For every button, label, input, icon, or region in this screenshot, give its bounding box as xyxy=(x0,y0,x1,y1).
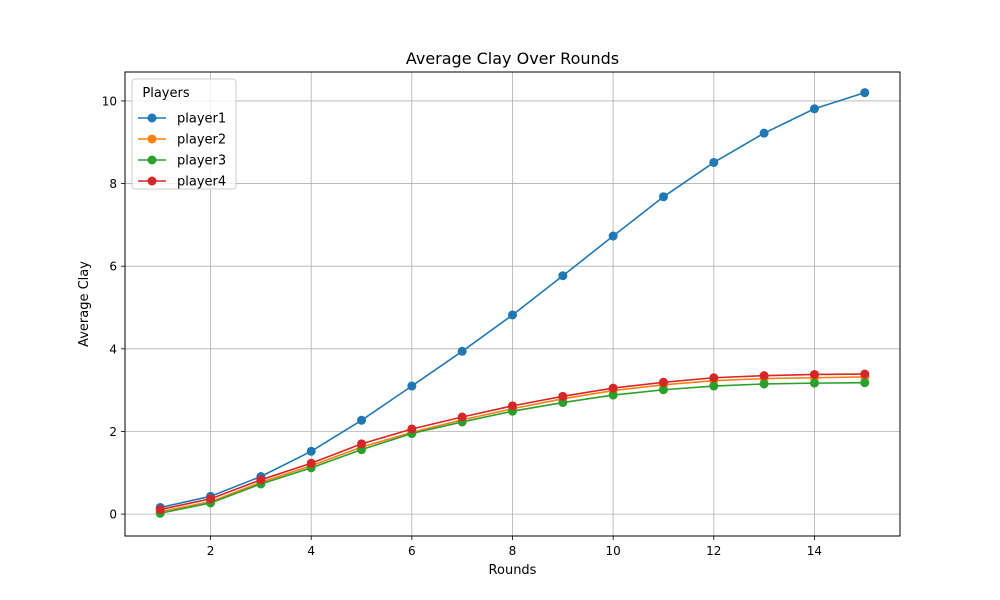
data-point-player1 xyxy=(306,446,316,456)
data-point-player3 xyxy=(608,390,618,400)
legend-title: Players xyxy=(142,86,189,101)
x-tick-label: 12 xyxy=(706,544,721,558)
y-tick-label: 2 xyxy=(109,425,117,439)
legend-swatch-marker xyxy=(147,134,157,144)
y-tick-label: 6 xyxy=(109,260,117,274)
x-tick-label: 4 xyxy=(307,544,315,558)
x-tick-label: 14 xyxy=(807,544,822,558)
legend-label: player2 xyxy=(177,133,226,148)
data-point-player1 xyxy=(508,310,517,320)
x-tick-label: 2 xyxy=(207,544,215,558)
x-tick-label: 6 xyxy=(408,544,416,558)
data-point-player1 xyxy=(759,128,769,138)
data-point-player4 xyxy=(809,369,819,379)
data-point-player3 xyxy=(860,378,870,388)
y-tick-label: 10 xyxy=(102,94,117,108)
data-point-player4 xyxy=(860,369,870,379)
grid xyxy=(125,72,900,536)
data-point-player4 xyxy=(256,475,266,485)
data-point-player4 xyxy=(759,371,769,381)
y-tick-label: 8 xyxy=(109,177,117,191)
chart-title: Average Clay Over Rounds xyxy=(406,49,619,68)
data-point-player3 xyxy=(709,381,719,391)
x-tick-label: 10 xyxy=(606,544,621,558)
legend-swatch-marker xyxy=(147,155,157,165)
data-point-player4 xyxy=(558,391,568,401)
data-point-player4 xyxy=(457,412,467,422)
x-axis-label: Rounds xyxy=(489,563,537,578)
data-point-player3 xyxy=(658,385,668,395)
legend: Players player1 player2 player3 player4 xyxy=(131,78,237,190)
series-player4 xyxy=(155,369,870,515)
series-player1 xyxy=(155,88,870,512)
series-lines xyxy=(155,88,870,518)
legend-item-player3: player3 xyxy=(138,154,226,169)
data-point-player4 xyxy=(508,401,517,411)
data-point-player1 xyxy=(809,104,819,114)
legend-item-player2: player2 xyxy=(138,133,226,148)
data-point-player4 xyxy=(658,377,668,387)
data-point-player1 xyxy=(407,381,417,391)
data-point-player1 xyxy=(457,346,467,356)
data-point-player1 xyxy=(709,157,719,167)
legend-label: player4 xyxy=(177,175,226,190)
data-point-player4 xyxy=(407,424,417,434)
legend-item-player4: player4 xyxy=(138,175,226,190)
data-point-player1 xyxy=(658,192,668,202)
data-point-player1 xyxy=(558,271,568,281)
data-point-player4 xyxy=(306,458,316,468)
data-point-player1 xyxy=(860,88,870,98)
data-point-player4 xyxy=(155,505,165,515)
legend-item-player1: player1 xyxy=(138,112,226,127)
y-tick-label: 4 xyxy=(109,342,117,356)
y-axis-label: Average Clay xyxy=(77,261,92,347)
data-point-player4 xyxy=(608,383,618,393)
y-tick-label: 0 xyxy=(109,508,117,522)
axis-ticks: 2 4 6 8 10 12 14 0 2 4 6 8 10 xyxy=(102,94,822,558)
data-point-player4 xyxy=(357,439,367,449)
legend-label: player3 xyxy=(177,154,226,169)
data-point-player3 xyxy=(809,378,819,388)
data-point-player1 xyxy=(357,415,367,425)
legend-swatch-marker xyxy=(147,176,157,186)
legend-swatch-marker xyxy=(147,113,157,123)
legend-box xyxy=(131,78,237,190)
legend-label: player1 xyxy=(177,112,226,127)
data-point-player4 xyxy=(709,373,719,383)
data-point-player4 xyxy=(206,494,216,504)
data-point-player1 xyxy=(608,231,618,241)
data-point-player3 xyxy=(558,398,568,408)
data-point-player3 xyxy=(759,379,769,389)
x-tick-label: 8 xyxy=(509,544,517,558)
